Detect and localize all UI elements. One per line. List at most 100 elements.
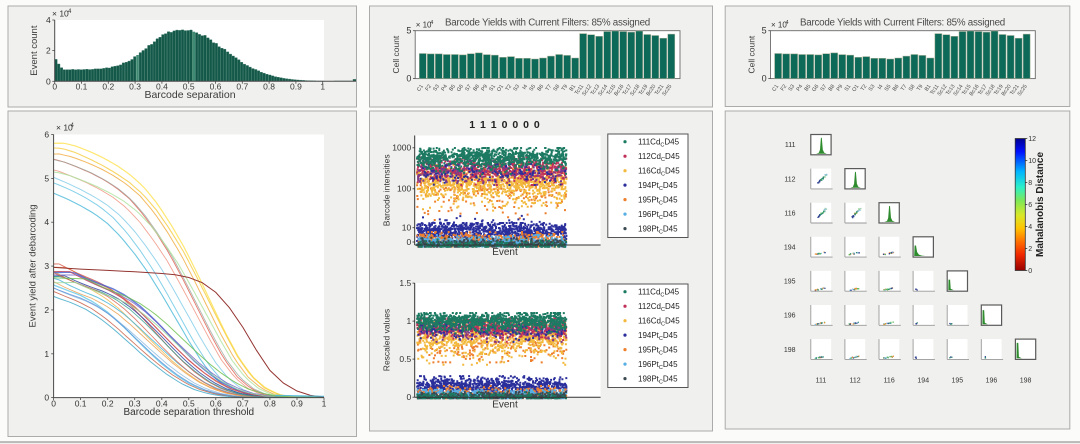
svg-text:Tc15: Tc15 (606, 84, 617, 97)
svg-text:F2: F2 (780, 84, 789, 93)
svg-text:0.4: 0.4 (156, 399, 168, 409)
svg-text:P4: P4 (796, 84, 805, 93)
svg-text:111: 111 (816, 378, 827, 385)
svg-text:0: 0 (46, 76, 51, 86)
svg-text:Cell count: Cell count (747, 35, 757, 73)
svg-text:Event yield after debarcoding: Event yield after debarcoding (28, 204, 39, 327)
svg-text:0.5: 0.5 (399, 354, 411, 364)
svg-text:0: 0 (406, 74, 411, 84)
svg-text:F2: F2 (424, 84, 433, 93)
svg-text:111: 111 (785, 142, 796, 149)
svg-text:T2: T2 (860, 84, 869, 93)
svg-text:C1: C1 (416, 84, 425, 93)
svg-text:S5: S5 (884, 84, 893, 93)
svg-text:1.5: 1.5 (399, 278, 411, 288)
svg-text:Tc11: Tc11 (574, 84, 585, 96)
svg-text:B1: B1 (924, 84, 933, 93)
svg-text:0: 0 (52, 81, 57, 91)
svg-text:111CdCD45: 111CdCD45 (638, 288, 680, 299)
svg-text:4: 4 (46, 15, 51, 25)
svg-text:194: 194 (917, 378, 929, 385)
svg-text:Event count: Event count (29, 25, 40, 76)
svg-text:196PtCD45: 196PtCD45 (638, 360, 678, 371)
svg-text:P4: P4 (440, 84, 449, 93)
svg-text:1: 1 (322, 399, 327, 409)
svg-text:116CdCD45: 116CdCD45 (638, 317, 680, 328)
svg-text:B8: B8 (472, 84, 481, 93)
svg-text:C1: C1 (771, 84, 780, 93)
svg-text:S7: S7 (820, 84, 829, 93)
svg-text:T9: T9 (561, 84, 570, 93)
svg-text:0.7: 0.7 (236, 81, 248, 91)
svg-text:100: 100 (397, 184, 411, 194)
svg-text:0: 0 (1028, 268, 1032, 275)
svg-text:Bc16: Bc16 (613, 84, 625, 98)
svg-text:B8: B8 (828, 84, 837, 93)
svg-text:111CdCD45: 111CdCD45 (638, 138, 680, 149)
svg-text:5: 5 (406, 26, 411, 36)
svg-text:198: 198 (1020, 378, 1032, 385)
svg-text:Sc12: Sc12 (581, 84, 593, 98)
svg-text:Event: Event (492, 400, 518, 411)
svg-text:4: 4 (68, 9, 72, 15)
svg-text:6: 6 (44, 130, 49, 140)
svg-text:S1: S1 (488, 84, 497, 93)
svg-text:S3: S3 (512, 84, 521, 93)
svg-text:Barcode separation threshold: Barcode separation threshold (123, 407, 254, 418)
svg-text:195PtCD45: 195PtCD45 (638, 196, 678, 207)
svg-text:0.2: 0.2 (102, 81, 114, 91)
svg-text:112: 112 (784, 176, 795, 183)
svg-text:0: 0 (44, 393, 49, 403)
svg-text:0.8: 0.8 (263, 81, 275, 91)
svg-text:194: 194 (784, 244, 796, 251)
svg-text:Tc11: Tc11 (929, 84, 940, 96)
svg-text:Sc25: Sc25 (661, 84, 673, 98)
svg-text:T7: T7 (900, 84, 909, 93)
svg-text:0.6: 0.6 (210, 81, 222, 91)
svg-text:Barcode intensities: Barcode intensities (382, 154, 392, 226)
svg-text:Tc21: Tc21 (1009, 84, 1020, 97)
svg-text:0.1: 0.1 (76, 81, 88, 91)
svg-text:4: 4 (430, 20, 433, 26)
svg-text:S1: S1 (844, 84, 853, 93)
svg-text:0.7: 0.7 (237, 399, 249, 409)
svg-text:P9: P9 (480, 84, 489, 93)
svg-text:4: 4 (44, 217, 49, 227)
svg-text:112: 112 (849, 378, 860, 385)
svg-text:3: 3 (44, 261, 49, 271)
svg-text:195: 195 (784, 279, 796, 286)
svg-text:196: 196 (784, 313, 796, 320)
svg-text:Tc17: Tc17 (977, 84, 988, 97)
svg-text:0.2: 0.2 (102, 399, 114, 409)
svg-text:I4: I4 (522, 84, 529, 91)
svg-text:0.5: 0.5 (183, 81, 195, 91)
svg-text:B1: B1 (569, 84, 578, 93)
svg-text:195PtCD45: 195PtCD45 (638, 346, 678, 357)
svg-text:1 1 1 0 0 0 0: 1 1 1 0 0 0 0 (469, 119, 540, 131)
svg-text:0.3: 0.3 (129, 81, 141, 91)
svg-text:0.1: 0.1 (75, 399, 87, 409)
svg-text:116: 116 (784, 210, 795, 217)
svg-text:Sc18: Sc18 (985, 84, 997, 98)
svg-text:Bc20: Bc20 (1001, 84, 1013, 98)
svg-text:Tc21: Tc21 (654, 84, 665, 97)
svg-text:198: 198 (784, 347, 796, 354)
svg-text:116CdCD45: 116CdCD45 (638, 167, 680, 178)
svg-text:T2: T2 (505, 84, 514, 93)
svg-text:5: 5 (762, 26, 767, 36)
svg-text:8: 8 (1028, 180, 1032, 187)
svg-text:Barcode separation: Barcode separation (144, 89, 235, 101)
svg-text:0: 0 (406, 237, 411, 247)
svg-text:116: 116 (884, 378, 895, 385)
svg-text:Event: Event (492, 247, 518, 258)
svg-text:Tc17: Tc17 (622, 84, 633, 97)
svg-text:198PtCD45: 198PtCD45 (638, 225, 678, 236)
svg-text:O1: O1 (851, 84, 860, 93)
svg-text:4: 4 (786, 20, 789, 26)
svg-text:0: 0 (406, 392, 411, 402)
svg-text:G6: G6 (811, 84, 820, 93)
svg-text:Sc14: Sc14 (597, 84, 609, 98)
svg-text:Tc13: Tc13 (590, 84, 601, 97)
svg-text:10: 10 (402, 223, 412, 233)
svg-text:Sc12: Sc12 (937, 84, 949, 98)
